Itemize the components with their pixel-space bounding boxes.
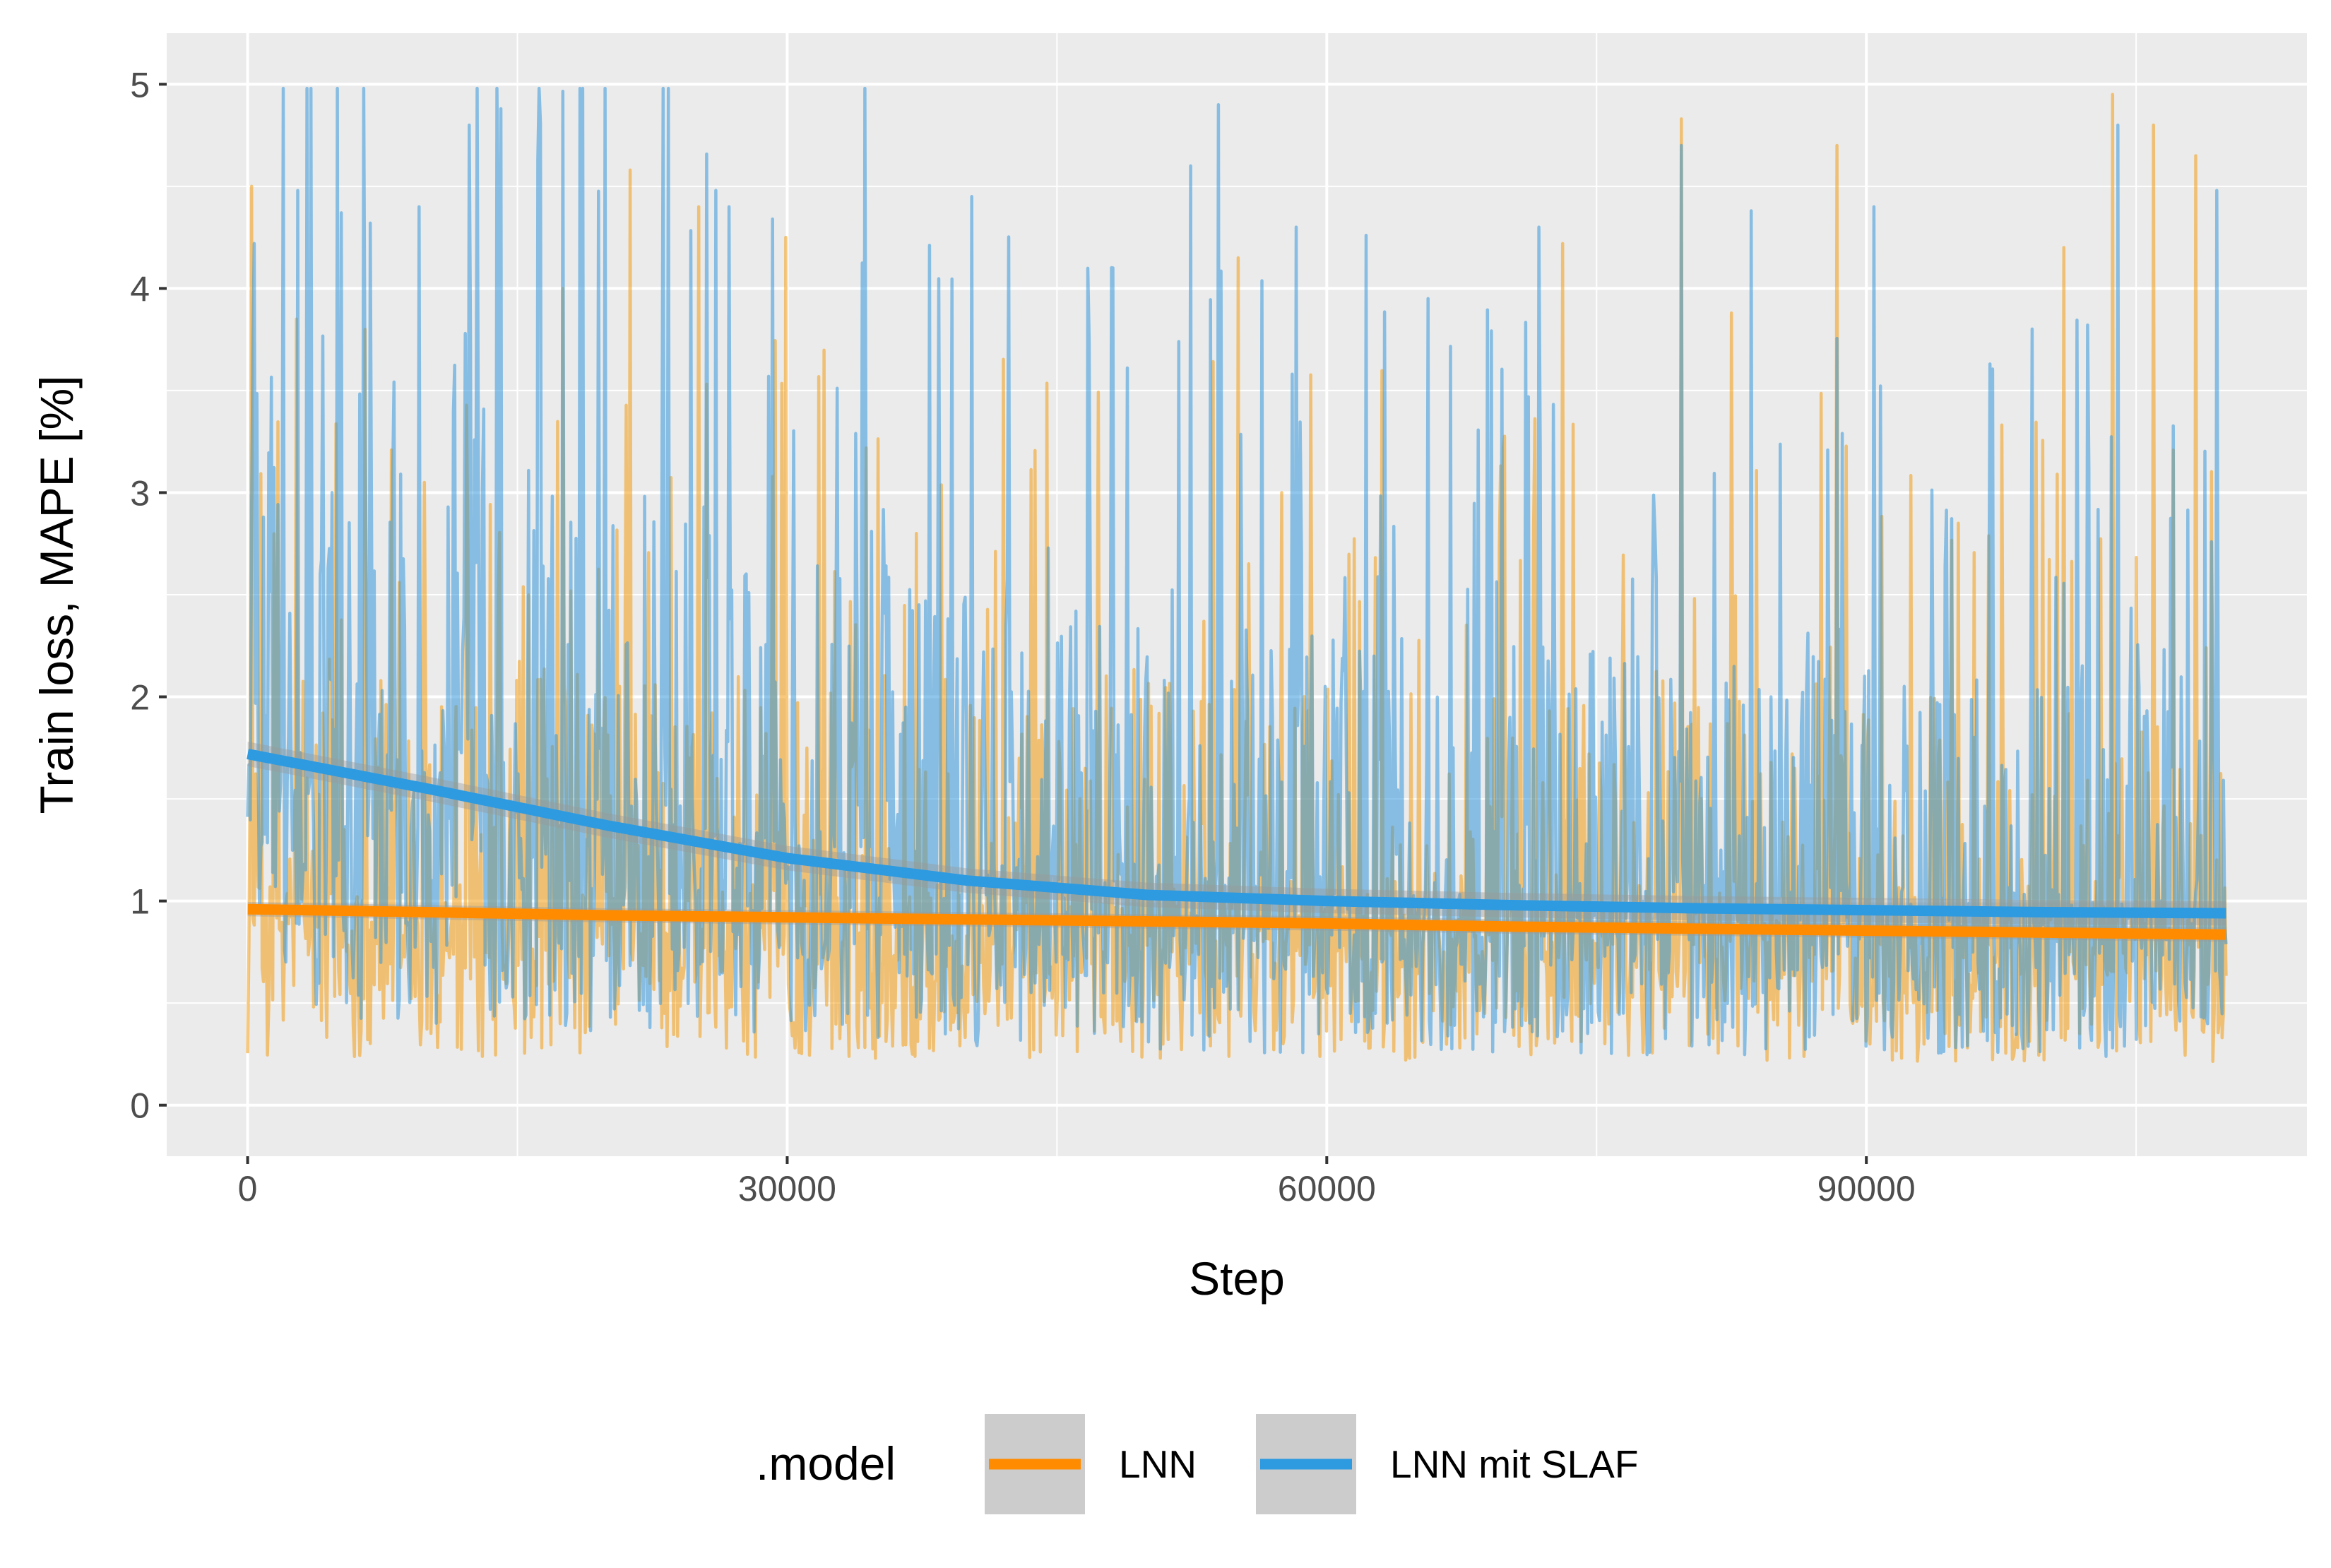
x-axis-title: Step	[1189, 1252, 1285, 1305]
y-tick-label: 0	[130, 1086, 150, 1126]
axis-ticks	[159, 83, 1868, 1164]
smooth-series	[247, 749, 2226, 940]
x-tick-label: 90000	[1817, 1169, 1916, 1208]
tick-labels: 0 30000 60000 90000 0 1 2 3 4 5	[130, 65, 1916, 1208]
y-tick-label: 2	[130, 678, 150, 718]
x-tick-label: 0	[238, 1169, 258, 1208]
legend-title: .model	[756, 1437, 896, 1490]
trend-line-lnn-mit-slaf	[247, 749, 2226, 919]
y-tick-label: 4	[130, 269, 150, 309]
legend: .model LNN LNN mit SLAF	[756, 1414, 1638, 1514]
trend-line-lnn	[247, 903, 2226, 940]
legend-label-slaf: LNN mit SLAF	[1390, 1442, 1638, 1486]
x-tick-label: 60000	[1278, 1169, 1376, 1208]
legend-key-lnn	[985, 1414, 1085, 1514]
y-tick-label: 1	[130, 882, 150, 922]
raw-line-lnn-mit-slaf	[246, 86, 2228, 1058]
y-tick-label: 5	[130, 65, 150, 105]
x-tick-label: 30000	[738, 1169, 836, 1208]
y-axis-title: Train loss, MAPE [%]	[30, 375, 83, 814]
raw-series	[246, 86, 2228, 1064]
y-tick-label: 3	[130, 473, 150, 513]
legend-key-slaf	[1256, 1414, 1356, 1514]
legend-label-lnn: LNN	[1119, 1442, 1197, 1486]
